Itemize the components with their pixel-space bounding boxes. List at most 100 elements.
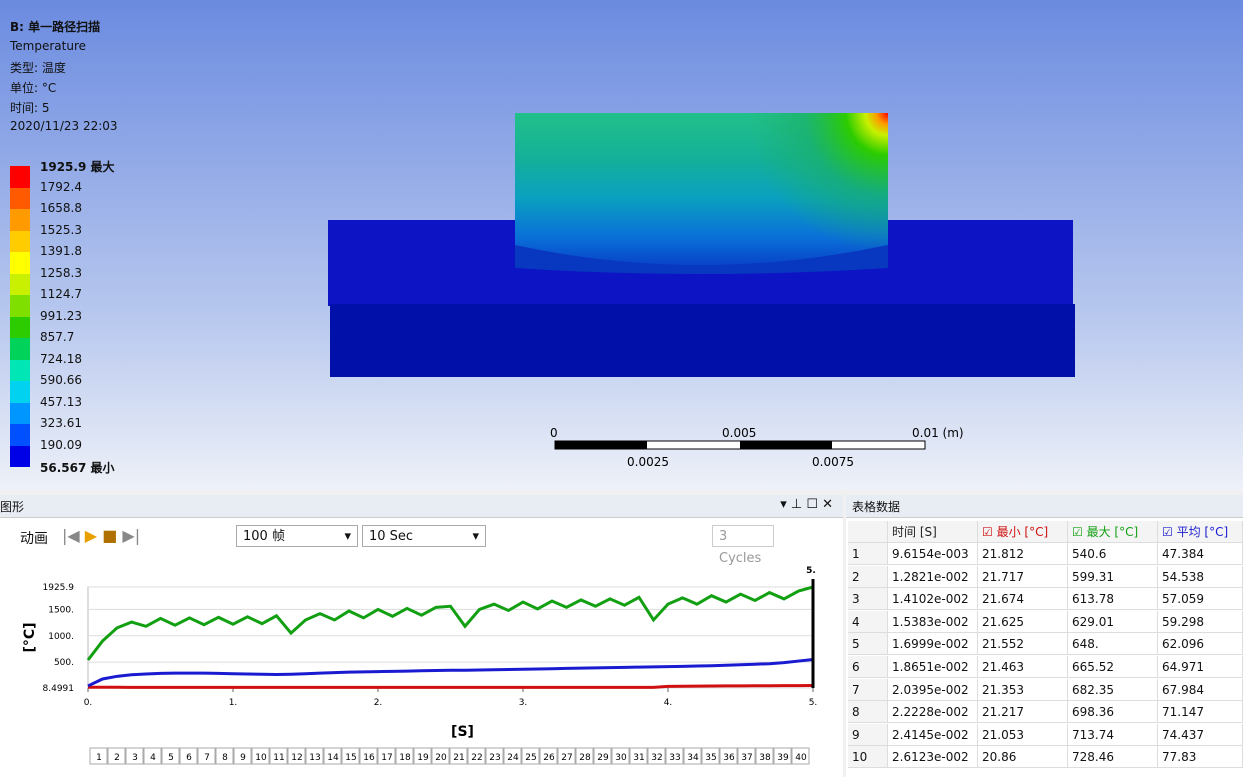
frame-box[interactable] xyxy=(503,747,522,765)
frame-box[interactable] xyxy=(647,747,666,765)
frame-box[interactable] xyxy=(449,747,468,765)
frame-number: 33 xyxy=(669,753,680,763)
frame-box[interactable] xyxy=(539,747,558,765)
legend-label: 991.23 xyxy=(40,309,82,323)
frame-box[interactable] xyxy=(467,747,486,765)
frame-box[interactable] xyxy=(125,747,144,765)
frame-number: 12 xyxy=(291,753,302,763)
frame-box[interactable] xyxy=(791,747,810,765)
frame-box[interactable] xyxy=(431,747,450,765)
frame-box[interactable] xyxy=(89,747,108,765)
frame-box[interactable] xyxy=(611,747,630,765)
frame-number: 24 xyxy=(507,753,519,763)
legend-label: 457.13 xyxy=(40,395,82,409)
frame-number: 28 xyxy=(579,753,591,763)
play-controls[interactable]: |◀ ▶ ■ ▶| xyxy=(62,526,141,545)
legend-label: 724.18 xyxy=(40,352,82,366)
frame-box[interactable] xyxy=(377,747,396,765)
frames-dropdown[interactable]: 100 帧 ▾ xyxy=(236,525,358,547)
result-unit: 单位: °C xyxy=(10,81,57,95)
legend-swatch xyxy=(10,359,30,381)
frame-box[interactable] xyxy=(521,747,540,765)
frame-number: 3 xyxy=(132,753,138,763)
frame-box[interactable] xyxy=(215,747,234,765)
legend-tag: 最大 xyxy=(90,160,115,174)
table-cell: 2 xyxy=(848,565,888,588)
table-cell: 21.552 xyxy=(978,633,1068,656)
frame-box[interactable] xyxy=(287,747,306,765)
cycles-box[interactable]: 3 Cycles xyxy=(712,525,774,566)
duration-dropdown[interactable]: 10 Sec ▾ xyxy=(362,525,486,547)
frame-number: 25 xyxy=(525,753,536,763)
table-cell: 20.86 xyxy=(978,746,1068,769)
panel-header: 表格数据 xyxy=(846,495,1243,518)
frame-box[interactable] xyxy=(755,747,774,765)
y-tick-label: 500. xyxy=(54,658,74,668)
frame-number: 35 xyxy=(705,753,716,763)
frame-box[interactable] xyxy=(683,747,702,765)
legend-value: 991.23 xyxy=(40,308,82,323)
frame-box[interactable] xyxy=(413,747,432,765)
frame-box[interactable] xyxy=(737,747,756,765)
x-tick-label: 5. xyxy=(809,698,818,708)
frame-box[interactable] xyxy=(395,747,414,765)
table-cell: 47.384 xyxy=(1158,543,1243,565)
table-cell: 665.52 xyxy=(1068,656,1158,678)
frame-box[interactable] xyxy=(197,747,216,765)
x-tick-label: 3. xyxy=(519,698,528,708)
frame-number: 6 xyxy=(186,753,192,763)
table-panel: 表格数据 时间 [S] ☑ 最小 [°C] ☑ 最大 [°C] ☑ 平均 [°C] 1 9… xyxy=(846,495,1243,777)
frame-number: 36 xyxy=(723,753,735,763)
x-tick-label: 4. xyxy=(664,698,673,708)
frame-number: 22 xyxy=(471,753,482,763)
frames: 100 帧 xyxy=(243,529,285,544)
frame-number: 7 xyxy=(204,753,210,763)
frame-box[interactable] xyxy=(557,747,576,765)
result-date: 2020/11/23 22:03 xyxy=(10,119,118,133)
frame-box[interactable] xyxy=(107,747,126,765)
frame-box[interactable] xyxy=(701,747,720,765)
frame-box[interactable] xyxy=(143,747,162,765)
frame-box[interactable] xyxy=(359,747,378,765)
frame-box[interactable] xyxy=(593,747,612,765)
frame-box[interactable] xyxy=(629,747,648,765)
legend-swatch xyxy=(10,402,30,424)
frame-box[interactable] xyxy=(665,747,684,765)
frame-number: 19 xyxy=(417,753,429,763)
frame-number: 40 xyxy=(795,753,807,763)
panel-controls[interactable]: ▾ ⊥ ☐ ✕ xyxy=(780,497,833,512)
frame-box[interactable] xyxy=(305,747,324,765)
table-cell: 5 xyxy=(848,633,888,656)
frame-box[interactable] xyxy=(773,747,792,765)
legend-value: 857.7 xyxy=(40,330,75,344)
result-name: Temperature xyxy=(10,39,87,53)
model: 0 0.005 0.01 (m) 0.0025 0.0075 xyxy=(328,113,1075,469)
frame-box[interactable] xyxy=(161,747,180,765)
series-line xyxy=(86,585,814,661)
frame-number: 1 xyxy=(96,753,102,763)
table-cell: 21.717 xyxy=(978,565,1068,588)
legend-label: 1925.9 最大 xyxy=(40,158,115,175)
frame-box[interactable] xyxy=(179,747,198,765)
frame-box[interactable] xyxy=(233,747,252,765)
frame-box[interactable] xyxy=(575,747,594,765)
frame-box[interactable] xyxy=(251,747,270,765)
frame-box[interactable] xyxy=(485,747,504,765)
table-cell: 540.6 xyxy=(1068,543,1158,565)
frame-box[interactable] xyxy=(719,747,738,765)
table-cell: 21.053 xyxy=(978,723,1068,746)
table-cell: 682.35 xyxy=(1068,678,1158,701)
viewport: B: 单一路径扫描 Temperature 类型: 温度 单位: °C 时间: … xyxy=(0,0,1243,490)
frame-box[interactable] xyxy=(323,747,342,765)
frame-number: 29 xyxy=(597,753,609,763)
table-cell: 59.298 xyxy=(1158,610,1243,633)
frame-box[interactable] xyxy=(341,747,360,765)
legend-swatch xyxy=(10,338,30,360)
frame-number: 30 xyxy=(615,753,627,763)
legend-swatch xyxy=(10,424,30,446)
frame-box[interactable] xyxy=(269,747,288,765)
table-cell: 613.78 xyxy=(1068,588,1158,611)
frame-number: 21 xyxy=(453,753,464,763)
table-cell: 713.74 xyxy=(1068,723,1158,746)
